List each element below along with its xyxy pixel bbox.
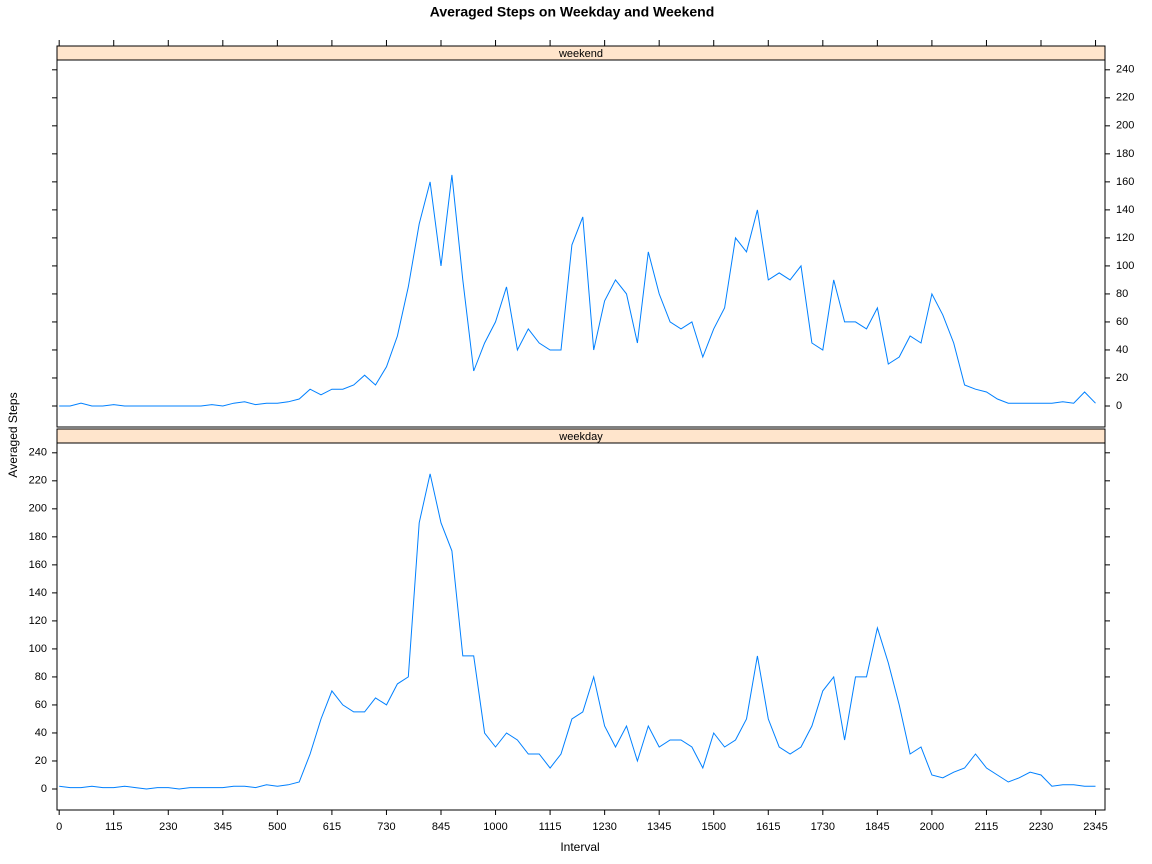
- y-tick-label: 240: [29, 447, 47, 459]
- y-tick-label: 120: [29, 615, 47, 627]
- y-axis-label: Averaged Steps: [6, 392, 20, 477]
- x-tick-label: 1730: [811, 821, 835, 833]
- x-tick-label: 1615: [756, 821, 780, 833]
- y-tick-label: 40: [1116, 344, 1128, 356]
- y-tick-label: 140: [1116, 204, 1134, 216]
- data-line: [59, 473, 1096, 790]
- panel: [56, 442, 1106, 811]
- y-tick-label: 180: [29, 531, 47, 543]
- x-tick-label: 845: [432, 821, 450, 833]
- y-tick-label: 200: [1116, 120, 1134, 132]
- y-tick-label: 160: [29, 559, 47, 571]
- x-tick-label: 345: [214, 821, 232, 833]
- x-tick-label: 115: [105, 821, 123, 833]
- data-line: [59, 174, 1096, 407]
- x-tick-label: 2345: [1083, 821, 1107, 833]
- x-tick-label: 500: [268, 821, 286, 833]
- y-tick-label: 220: [1116, 92, 1134, 104]
- x-tick-label: 2115: [975, 821, 999, 833]
- y-tick-label: 0: [41, 783, 47, 795]
- x-tick-label: 2230: [1029, 821, 1053, 833]
- x-tick-label: 1230: [592, 821, 616, 833]
- y-tick-label: 180: [1116, 148, 1134, 160]
- x-tick-label: 1845: [865, 821, 889, 833]
- y-tick-label: 40: [35, 727, 47, 739]
- x-axis-label: Interval: [560, 840, 599, 854]
- y-tick-label: 20: [1116, 372, 1128, 384]
- y-tick-label: 200: [29, 503, 47, 515]
- y-tick-label: 220: [29, 475, 47, 487]
- x-tick-label: 730: [377, 821, 395, 833]
- strip-label: weekday: [558, 431, 603, 443]
- x-tick-label: 1115: [539, 821, 562, 833]
- y-tick-label: 80: [1116, 288, 1128, 300]
- x-tick-label: 0: [56, 821, 62, 833]
- y-tick-label: 100: [29, 643, 47, 655]
- chart-title: Averaged Steps on Weekday and Weekend: [430, 4, 715, 20]
- y-tick-label: 100: [1116, 260, 1134, 272]
- y-tick-label: 20: [35, 755, 47, 767]
- panel: [56, 59, 1106, 428]
- x-tick-label: 1500: [701, 821, 725, 833]
- y-tick-label: 60: [1116, 316, 1128, 328]
- y-tick-label: 120: [1116, 232, 1134, 244]
- y-tick-label: 60: [35, 699, 47, 711]
- x-tick-label: 230: [159, 821, 177, 833]
- y-tick-label: 160: [1116, 176, 1134, 188]
- x-tick-label: 2000: [920, 821, 944, 833]
- y-tick-label: 80: [35, 671, 47, 683]
- x-tick-label: 1000: [483, 821, 507, 833]
- x-tick-label: 1345: [647, 821, 671, 833]
- y-tick-label: 0: [1116, 400, 1122, 412]
- x-tick-label: 615: [323, 821, 341, 833]
- strip-label: weekend: [558, 48, 603, 60]
- y-tick-label: 140: [29, 587, 47, 599]
- y-tick-label: 240: [1116, 64, 1134, 76]
